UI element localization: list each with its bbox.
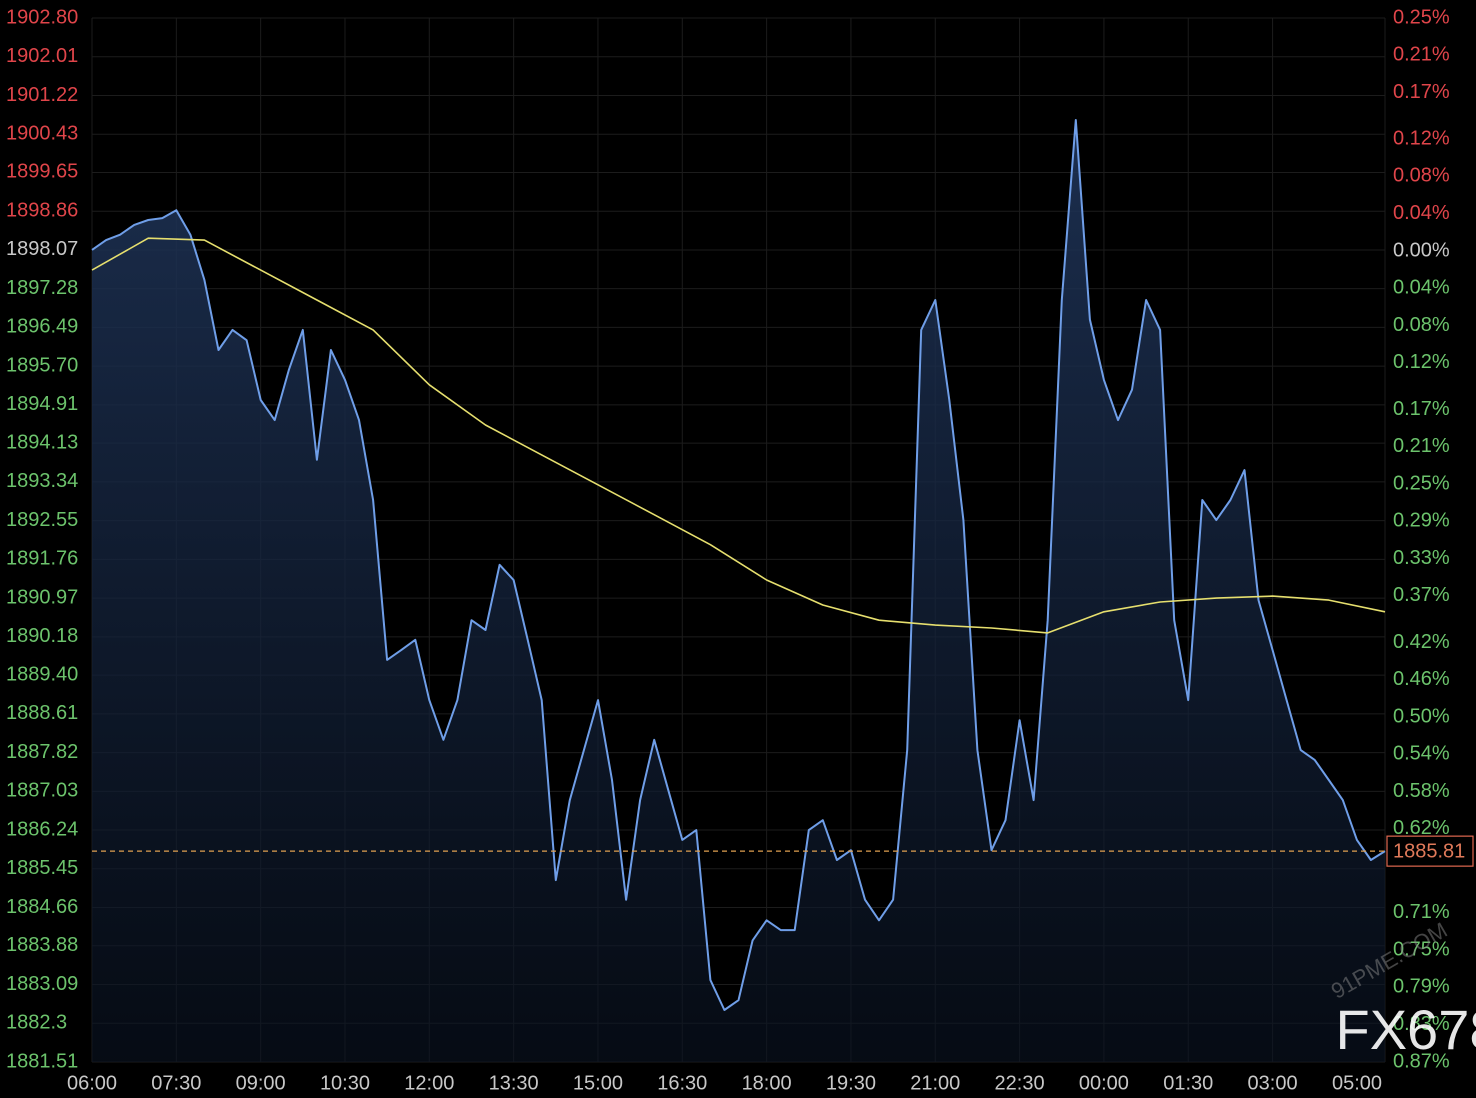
y2-tick-label: 0.21% (1393, 435, 1450, 457)
y-tick-label: 1891.76 (6, 548, 78, 570)
x-tick-label: 18:00 (742, 1072, 792, 1094)
y2-tick-label: 0.42% (1393, 631, 1450, 653)
plot (91, 119, 1386, 1062)
labels: 1902.80 1902.01 1901.22 1900.43 1899.65 1898.… (6, 6, 1474, 1094)
y2-tick-label: 0.04% (1393, 202, 1450, 224)
y-tick-label: 1890.97 (6, 586, 78, 608)
y-tick-label: 1895.70 (6, 354, 78, 376)
y2-tick-label: 0.54% (1393, 743, 1450, 765)
y-tick-label: 1894.13 (6, 431, 78, 453)
x-tick-label: 10:30 (320, 1072, 370, 1094)
y2-tick-label: 0.00% (1393, 239, 1450, 261)
y-tick-label: 1902.01 (6, 45, 78, 67)
y2-tick-label: 0.17% (1393, 398, 1450, 420)
y2-tick-label: 0.25% (1393, 472, 1450, 494)
y2-tick-label: 0.08% (1393, 314, 1450, 336)
y-tick-label: 1899.65 (6, 161, 78, 183)
watermark: FX678 (1336, 998, 1476, 1061)
x-tick-label: 12:00 (404, 1072, 454, 1094)
y-tick-label: 1893.34 (6, 470, 78, 492)
y2-tick-label: 0.25% (1393, 6, 1450, 28)
y-tick-label: 1900.43 (6, 122, 78, 144)
x-tick-label: 06:00 (67, 1072, 117, 1094)
x-tick-label: 16:30 (657, 1072, 707, 1094)
y-tick-label: 1890.18 (6, 625, 78, 647)
y2-tick-label: 0.12% (1393, 127, 1450, 149)
y-tick-label: 1892.55 (6, 509, 78, 531)
y-tick-label: 1885.45 (6, 857, 78, 879)
x-tick-label: 13:30 (489, 1072, 539, 1094)
y2-tick-label: 0.17% (1393, 81, 1450, 103)
y2-tick-label: 0.62% (1393, 817, 1450, 839)
y-tick-label: 1887.03 (6, 780, 78, 802)
x-tick-label: 22:30 (995, 1072, 1045, 1094)
x-tick-label: 07:30 (151, 1072, 201, 1094)
y2-tick-label: 0.83% (1393, 1013, 1450, 1035)
y2-tick-label: 0.87% (1393, 1050, 1450, 1072)
line (91, 119, 1386, 1011)
x-tick-label: 03:00 (1248, 1072, 1298, 1094)
y-tick-label: 1889.40 (6, 663, 78, 685)
y2-tick-label: 0.79% (1393, 976, 1450, 998)
y-tick-label: 1881.51 (6, 1050, 78, 1072)
y-tick-label: 1898.86 (6, 199, 78, 221)
y-tick-label: 1888.61 (6, 702, 78, 724)
y2-tick-label: 0.58% (1393, 780, 1450, 802)
y-tick-label: 1887.82 (6, 741, 78, 763)
y-tick-label: 1883.09 (6, 973, 78, 995)
last-price-label: 1885.81 (1393, 840, 1465, 862)
y-tick-label: 1894.91 (6, 393, 78, 415)
y-tick-label: 1884.66 (6, 896, 78, 918)
x-tick-label: 01:30 (1163, 1072, 1213, 1094)
y-tick-label: 1886.24 (6, 818, 78, 840)
y-tick-label: 1883.88 (6, 934, 78, 956)
y-tick-label: 1898.07 (6, 238, 78, 260)
y2-tick-label: 0.04% (1393, 277, 1450, 299)
y-tick-label: 1901.22 (6, 84, 78, 106)
line (91, 237, 1386, 634)
y2-tick-label: 0.12% (1393, 351, 1450, 373)
y2-tick-label: 0.46% (1393, 668, 1450, 690)
y2-tick-label: 0.37% (1393, 584, 1450, 606)
y2-tick-label: 0.71% (1393, 901, 1450, 923)
x-tick-label: 00:00 (1079, 1072, 1129, 1094)
x-tick-label: 09:00 (236, 1072, 286, 1094)
x-tick-label: 19:30 (826, 1072, 876, 1094)
y-tick-label: 1902.80 (6, 6, 78, 28)
last-price-box (1386, 835, 1474, 867)
y2-tick-label: 0.75% (1393, 938, 1450, 960)
y2-tick-label: 0.33% (1393, 547, 1450, 569)
x-tick-label: 05:00 (1332, 1072, 1382, 1094)
y-tick-label: 1882.3 (6, 1012, 67, 1034)
y2-tick-label: 0.08% (1393, 165, 1450, 187)
area (92, 120, 1385, 1062)
x-tick-label: 21:00 (910, 1072, 960, 1094)
x-tick-label: 15:00 (573, 1072, 623, 1094)
y2-tick-label: 0.50% (1393, 705, 1450, 727)
y-tick-label: 1897.28 (6, 277, 78, 299)
y2-tick-label: 0.29% (1393, 510, 1450, 532)
y2-tick-label: 0.21% (1393, 44, 1450, 66)
y-tick-label: 1896.49 (6, 316, 78, 338)
